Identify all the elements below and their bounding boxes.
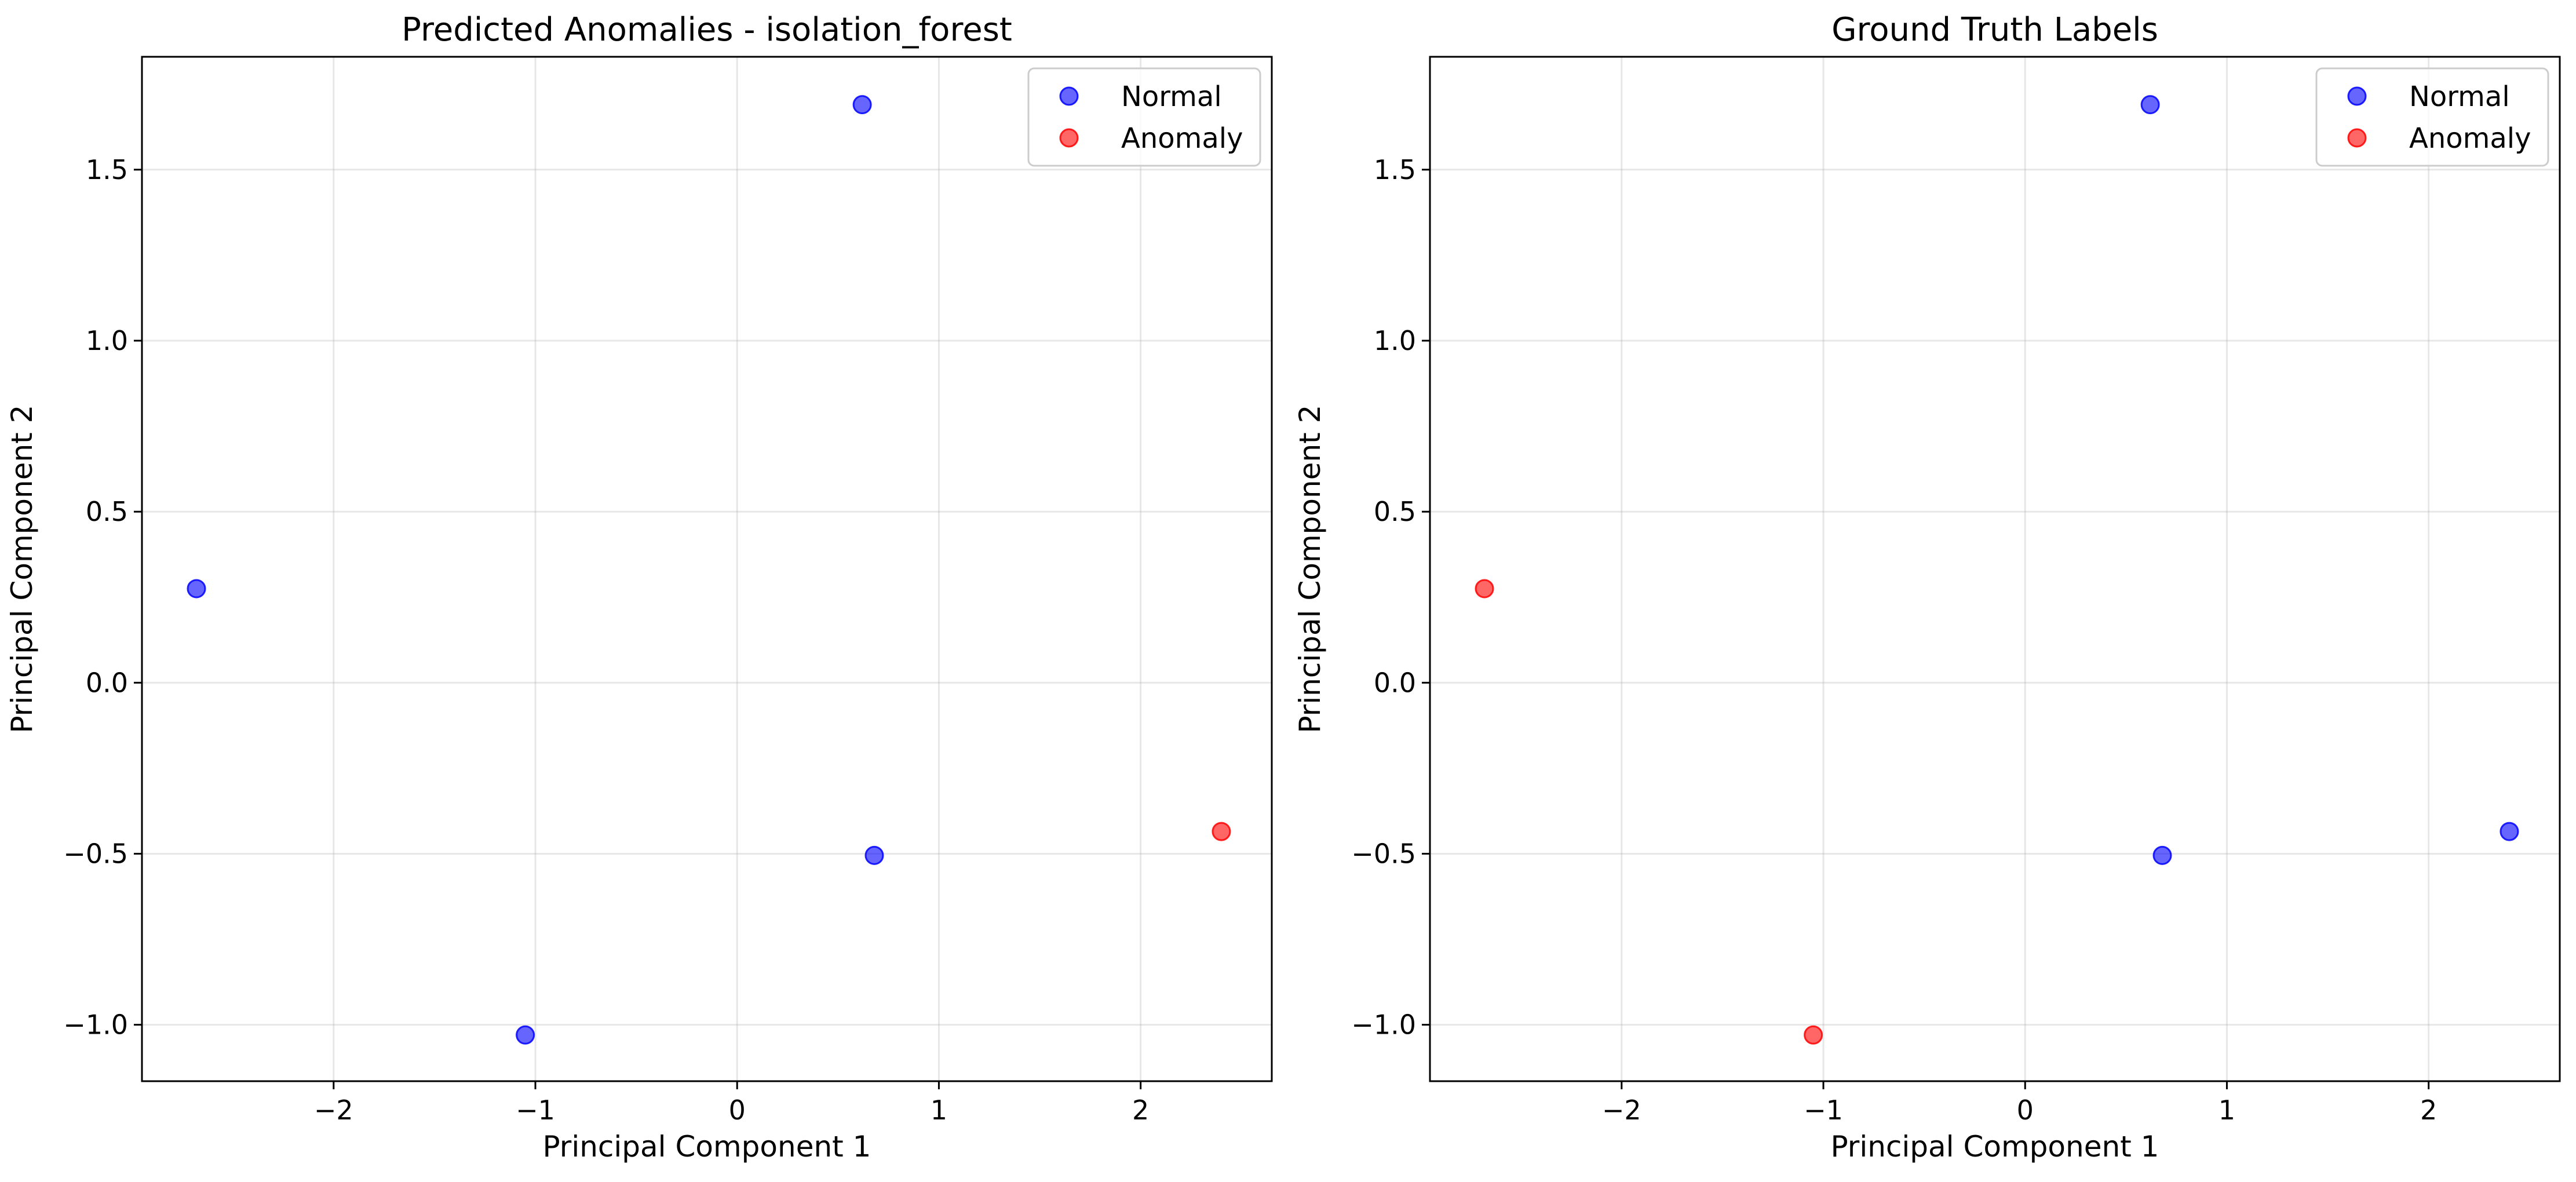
y-tick-label: 1.5 (1374, 154, 1416, 185)
x-tick-label: 1 (2219, 1095, 2235, 1126)
y-tick-label: 0.0 (1374, 667, 1416, 698)
chart-panel-2: −2 −1 0 1 2 −1.0 −0.5 0.0 0.5 1.0 1.5 Ground Truth … (1293, 11, 2561, 1163)
point-normal (2152, 845, 2172, 865)
y-tick-label: 0.5 (1374, 496, 1416, 527)
x-tick-label: 0 (729, 1095, 746, 1126)
point-normal (852, 95, 872, 115)
legend-frame (1027, 67, 1261, 167)
x-axis-label: Principal Component 1 (1831, 1130, 2159, 1163)
legend-marker-normal (2347, 86, 2367, 106)
point-normal (864, 845, 884, 865)
plot-area-frame (141, 56, 1273, 1082)
point-anomaly (1475, 579, 1494, 599)
point-normal (2140, 95, 2160, 115)
legend-marker-anomaly (2347, 128, 2367, 148)
plot-area-frame (1429, 56, 2561, 1082)
chart-title: Ground Truth Labels (1831, 11, 2158, 49)
x-tick-label: −1 (516, 1095, 555, 1126)
legend: Normal Anomaly (1027, 67, 1261, 167)
y-tick-label: 1.0 (86, 325, 128, 356)
x-tick-label: 2 (2420, 1095, 2437, 1126)
x-tick-label: 0 (2017, 1095, 2034, 1126)
point-normal (516, 1025, 535, 1045)
legend-marker-normal (1059, 86, 1079, 106)
x-tick-label: −1 (1804, 1095, 1843, 1126)
legend-label: Normal (2409, 81, 2510, 113)
legend-label: Normal (1121, 81, 1222, 113)
y-axis-label: Principal Component 2 (1293, 405, 1327, 734)
x-axis-label: Principal Component 1 (543, 1130, 871, 1163)
legend: Normal Anomaly (2315, 67, 2549, 167)
point-normal (187, 579, 206, 599)
x-tick-label: 1 (931, 1095, 947, 1126)
legend-label: Anomaly (1121, 122, 1243, 155)
y-tick-label: 0.5 (86, 496, 128, 527)
legend-marker-anomaly (1059, 128, 1079, 148)
legend-label: Anomaly (2409, 122, 2531, 155)
y-tick-label: 1.0 (1374, 325, 1416, 356)
y-tick-label: −0.5 (63, 838, 128, 869)
x-tick-label: 2 (1132, 1095, 1149, 1126)
x-tick-label: −2 (314, 1095, 353, 1126)
point-anomaly (1212, 822, 1231, 841)
x-tick-label: −2 (1602, 1095, 1641, 1126)
y-tick-label: −0.5 (1351, 838, 1416, 869)
legend-frame (2315, 67, 2549, 167)
point-anomaly (1804, 1025, 1823, 1045)
y-tick-label: −1.0 (1351, 1009, 1416, 1041)
y-tick-label: −1.0 (63, 1009, 128, 1041)
y-tick-label: 1.5 (86, 154, 128, 185)
chart-panel-1: −2 −1 0 1 2 −1.0 −0.5 0.0 0.5 1.0 1.5 Predicted Ano… (5, 11, 1273, 1163)
y-axis-label: Principal Component 2 (5, 405, 39, 734)
chart-title: Predicted Anomalies - isolation_forest (402, 11, 1012, 49)
y-tick-label: 0.0 (86, 667, 128, 698)
point-normal (2500, 822, 2519, 841)
